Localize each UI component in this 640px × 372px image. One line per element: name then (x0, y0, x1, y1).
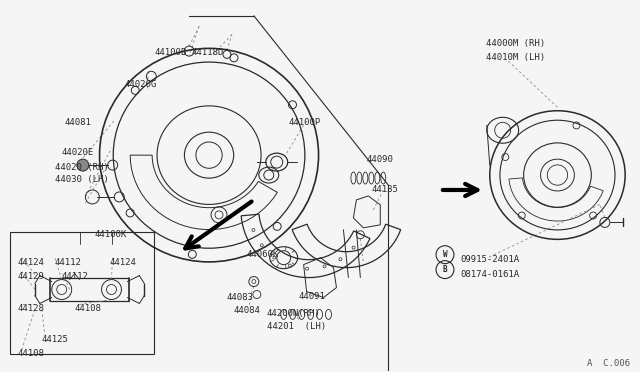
Text: 44125: 44125 (42, 335, 68, 344)
Text: 44100K: 44100K (95, 230, 127, 239)
Text: 44020E: 44020E (61, 148, 94, 157)
Text: 44112: 44112 (55, 258, 82, 267)
Bar (10, 232, 154, 354)
Text: 44201  (LH): 44201 (LH) (267, 323, 326, 331)
Text: 44108: 44108 (75, 304, 102, 314)
Text: 44084: 44084 (234, 307, 261, 315)
Text: 44108: 44108 (18, 349, 45, 358)
Text: 44030 (LH): 44030 (LH) (55, 175, 109, 184)
Text: 44124: 44124 (109, 258, 136, 267)
Text: B: B (443, 265, 447, 274)
Text: 44128: 44128 (18, 304, 45, 314)
Text: 08174-0161A: 08174-0161A (460, 270, 519, 279)
Text: 44118D: 44118D (191, 48, 223, 57)
Text: 44112: 44112 (61, 272, 88, 280)
Text: 44129: 44129 (18, 272, 45, 280)
Text: 44091: 44091 (299, 292, 326, 301)
Text: 44000M (RH): 44000M (RH) (486, 39, 545, 48)
Text: 44081: 44081 (65, 118, 92, 127)
Text: 44200N(RH): 44200N(RH) (267, 310, 321, 318)
Text: 44135: 44135 (371, 185, 398, 194)
Text: 09915-2401A: 09915-2401A (460, 255, 519, 264)
Text: W: W (443, 250, 447, 259)
Circle shape (77, 159, 89, 171)
Text: 44124: 44124 (18, 258, 45, 267)
Text: 44090: 44090 (366, 155, 393, 164)
Text: 44100B: 44100B (154, 48, 186, 57)
Text: 44010M (LH): 44010M (LH) (486, 52, 545, 62)
Text: 44020G: 44020G (124, 80, 157, 90)
Text: 44100P: 44100P (289, 118, 321, 127)
Text: A  C.006: A C.006 (588, 359, 630, 368)
Text: 44083: 44083 (227, 292, 254, 302)
Text: 44060K: 44060K (247, 250, 279, 259)
Text: 44020 (RH): 44020 (RH) (55, 163, 109, 172)
